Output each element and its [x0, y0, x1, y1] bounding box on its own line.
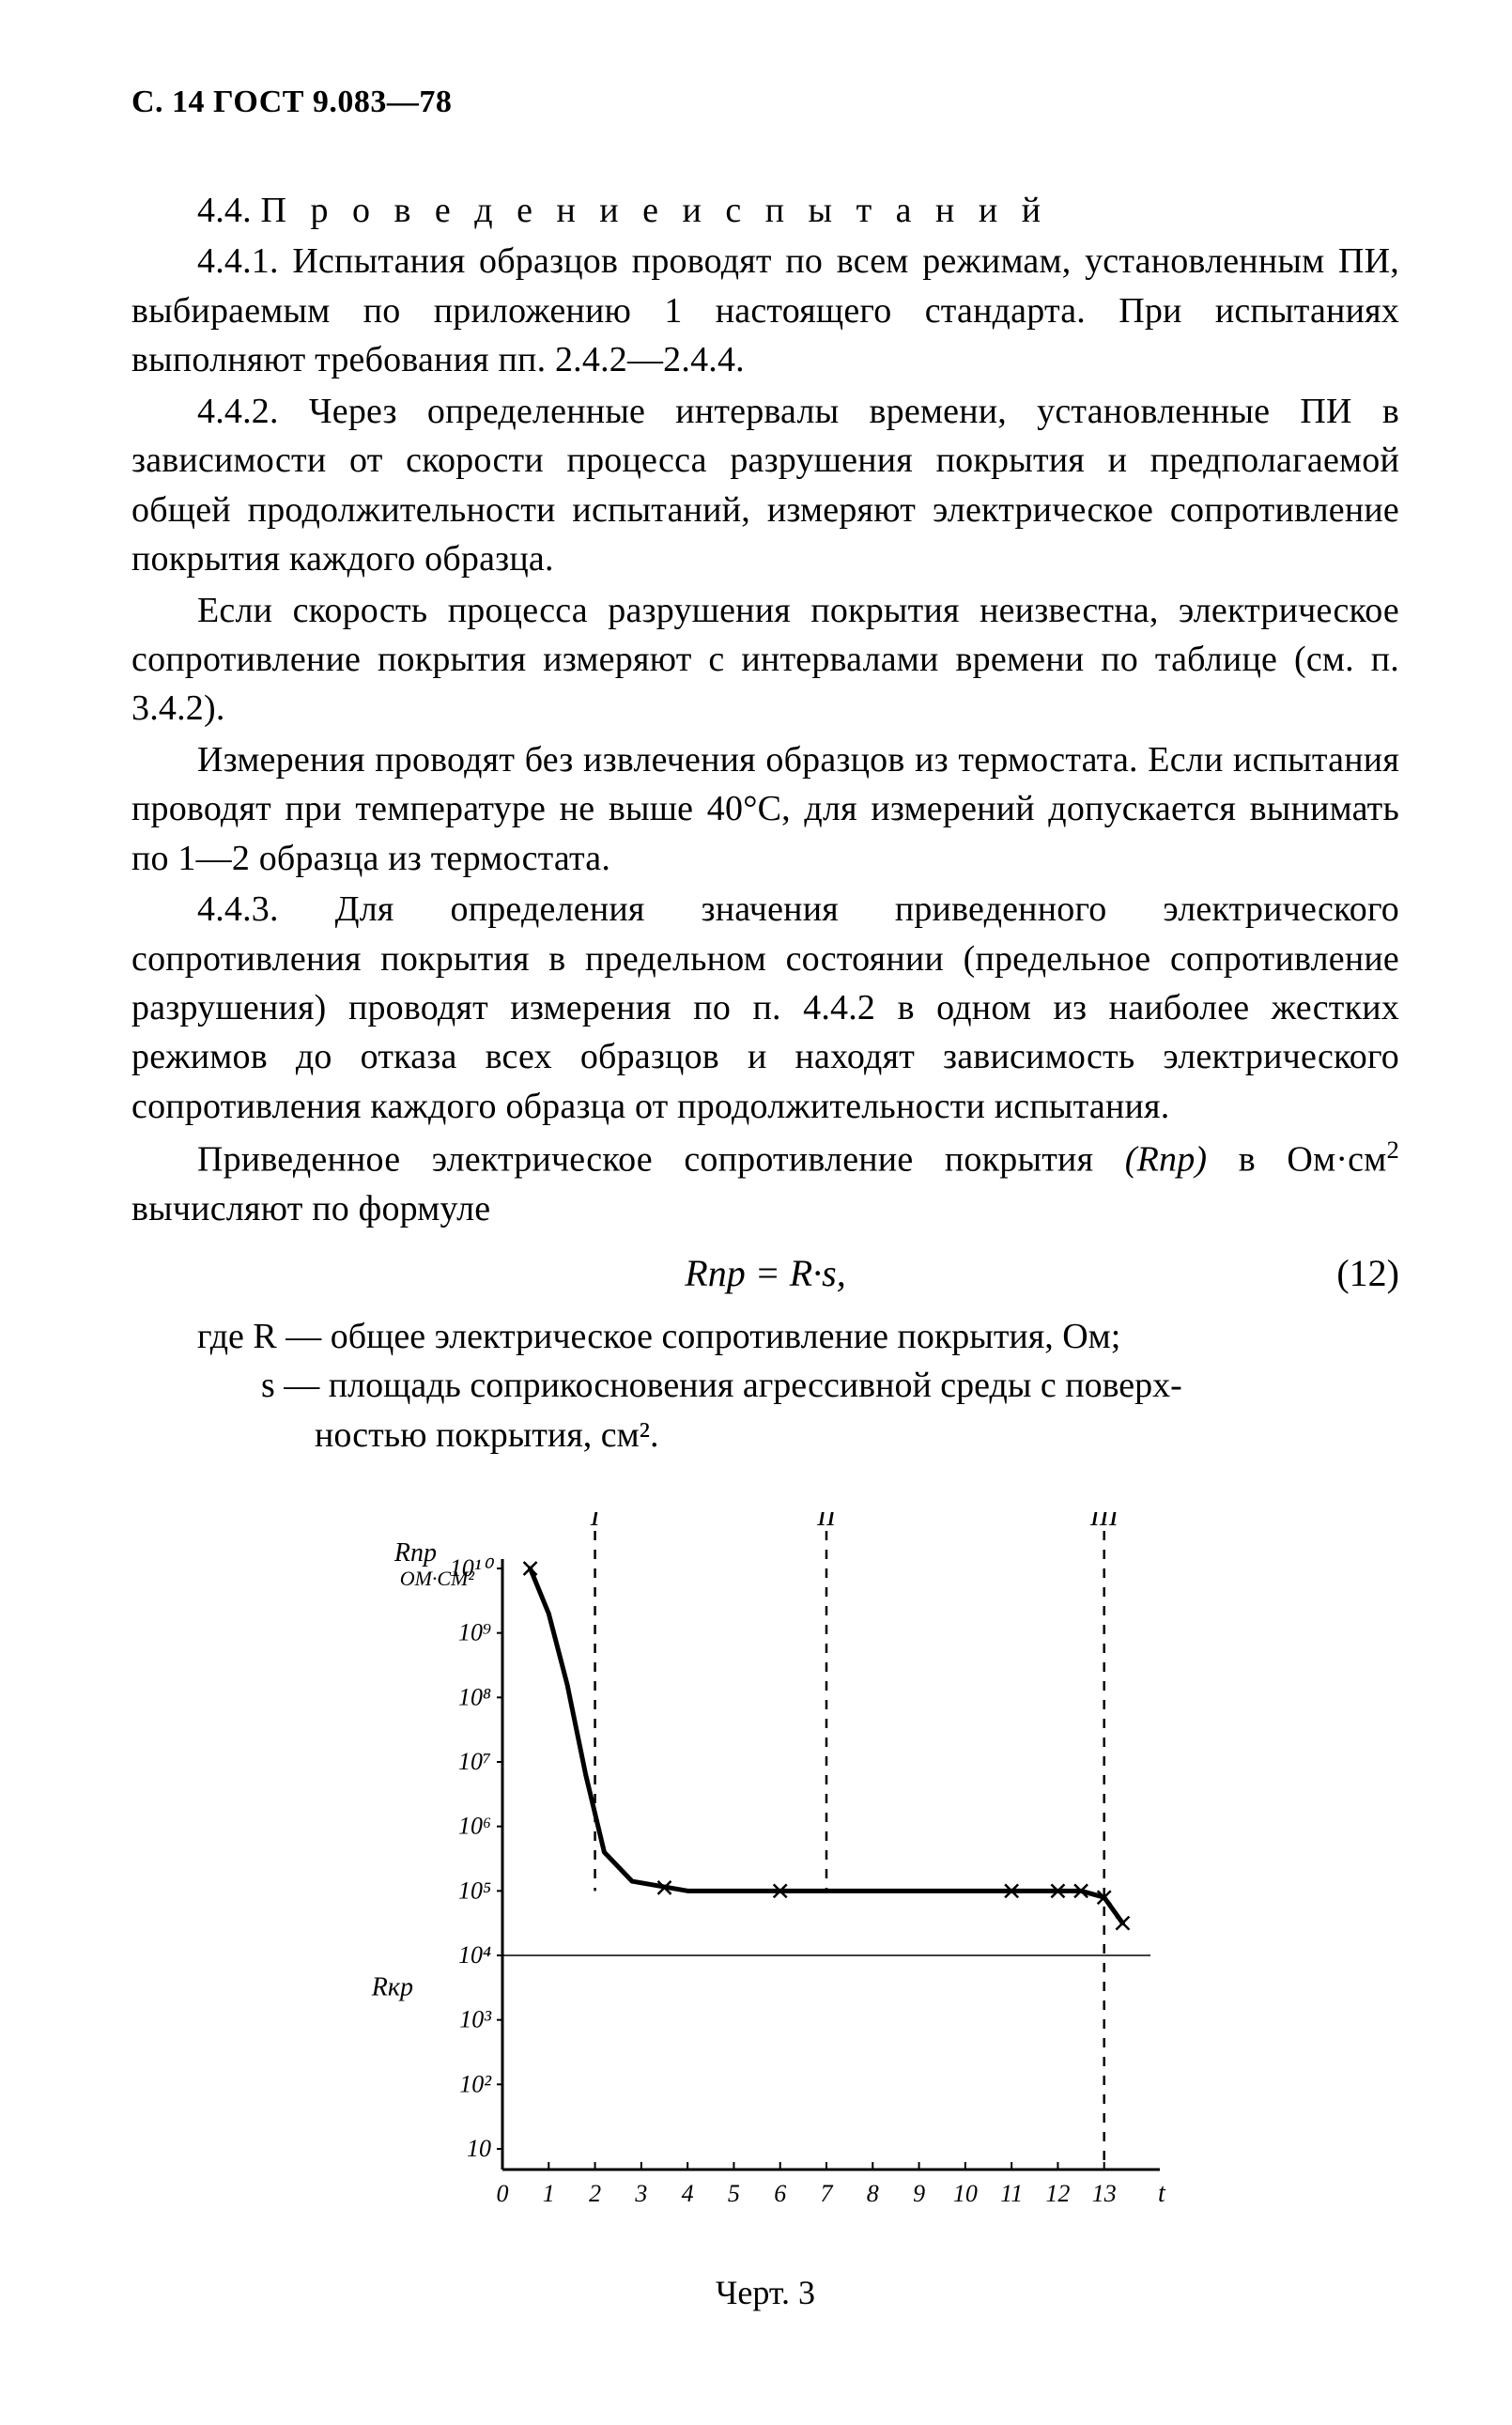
svg-text:Rкр: Rкр — [371, 1972, 413, 2001]
para-formula-intro: Приведенное электрическое сопротивление … — [131, 1133, 1399, 1234]
svg-text:III: III — [1089, 1512, 1120, 1532]
where-s-line1: s — площадь соприкосновения агрессивной … — [261, 1361, 1399, 1410]
svg-text:1: 1 — [543, 2180, 555, 2207]
svg-text:10⁵: 10⁵ — [458, 1877, 491, 1904]
svg-text:6: 6 — [774, 2180, 786, 2207]
svg-text:II: II — [816, 1512, 838, 1532]
svg-text:10⁶: 10⁶ — [458, 1813, 491, 1840]
svg-text:t: t — [1158, 2179, 1166, 2208]
svg-text:I: I — [590, 1512, 602, 1532]
svg-text:10⁴: 10⁴ — [458, 1941, 491, 1969]
svg-text:8: 8 — [867, 2180, 879, 2207]
formula-intro-sym: (Rпр) — [1125, 1140, 1208, 1180]
svg-text:10⁷: 10⁷ — [458, 1748, 491, 1775]
formula: Rпр = R·s, — [685, 1251, 845, 1295]
svg-text:7: 7 — [821, 2180, 834, 2207]
figure-caption: Черт. 3 — [131, 2273, 1399, 2312]
para-441: 4.4.1. Испытания образцов проводят по вс… — [131, 237, 1399, 384]
para-443: 4.4.3. Для определения значения приведен… — [131, 885, 1399, 1131]
chart-container: 10¹⁰10⁹10⁸10⁷10⁶10⁵10⁴10³10²10RпрОМ·СМ²R… — [131, 1512, 1399, 2245]
where-s-line2: ностью покрытия, см². — [315, 1411, 1399, 1460]
svg-text:2: 2 — [589, 2180, 601, 2207]
para-442b: Если скорость процесса разрушения покрыт… — [131, 586, 1399, 734]
svg-text:11: 11 — [1000, 2180, 1023, 2207]
para-442: 4.4.2. Через определенные интервалы врем… — [131, 387, 1399, 584]
formula-number: (12) — [1336, 1251, 1399, 1295]
where-R: где R — общее электрическое сопротивлени… — [197, 1312, 1399, 1361]
page-header: С. 14 ГОСТ 9.083—78 — [131, 85, 1399, 120]
svg-text:10⁹: 10⁹ — [458, 1619, 491, 1646]
formula-intro-b: в Ом·см — [1207, 1140, 1386, 1180]
svg-text:12: 12 — [1045, 2180, 1070, 2207]
svg-text:4: 4 — [682, 2180, 694, 2207]
section-44-title: П р о в е д е н и е и с п ы т а н и й — [261, 191, 1049, 230]
svg-text:ОМ·СМ²: ОМ·СМ² — [400, 1567, 475, 1590]
where-s2-text: ностью покрытия, см². — [315, 1415, 659, 1455]
resistance-chart: 10¹⁰10⁹10⁸10⁷10⁶10⁵10⁴10³10²10RпрОМ·СМ²R… — [343, 1512, 1188, 2245]
where-R-text: где R — общее электрическое сопротивлени… — [197, 1317, 1120, 1356]
svg-text:0: 0 — [497, 2180, 509, 2207]
svg-text:10: 10 — [467, 2135, 491, 2162]
svg-text:13: 13 — [1092, 2180, 1117, 2207]
formula-row: Rпр = R·s, (12) — [131, 1251, 1399, 1295]
svg-text:10⁸: 10⁸ — [458, 1683, 491, 1710]
svg-text:10³: 10³ — [459, 2006, 492, 2033]
section-44-num: 4.4. — [197, 191, 252, 230]
svg-text:5: 5 — [728, 2180, 740, 2207]
para-442c: Измерения проводят без извлечения образц… — [131, 735, 1399, 883]
svg-text:Rпр: Rпр — [393, 1538, 437, 1568]
section-44-heading: 4.4. П р о в е д е н и е и с п ы т а н и… — [131, 186, 1399, 235]
formula-intro-a: Приведенное электрическое сопротивление … — [197, 1140, 1125, 1180]
svg-text:9: 9 — [913, 2180, 925, 2207]
formula-intro-c: вычисляют по формуле — [131, 1189, 490, 1228]
svg-text:3: 3 — [634, 2180, 647, 2207]
svg-text:10: 10 — [953, 2180, 978, 2207]
svg-text:10²: 10² — [459, 2070, 492, 2097]
where-s1-text: s — площадь соприкосновения агрессивной … — [261, 1366, 1182, 1405]
